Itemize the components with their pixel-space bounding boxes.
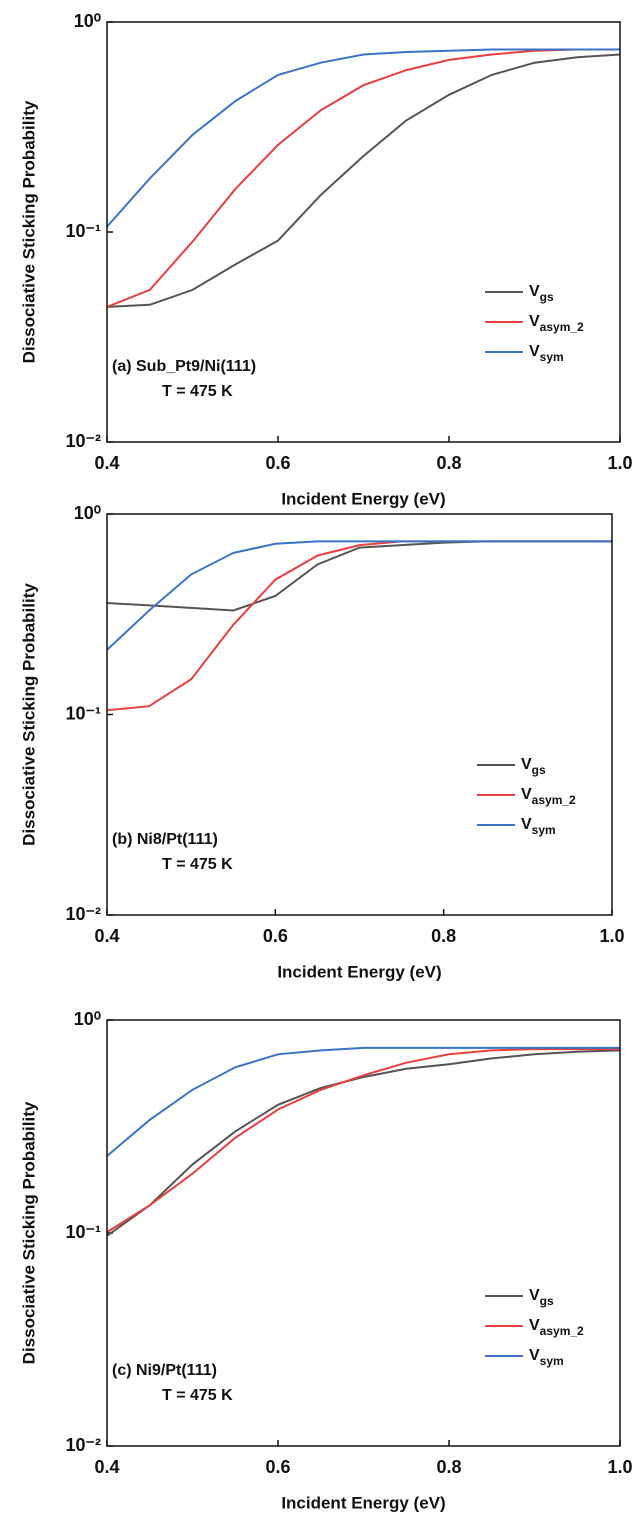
x-axis-title: Incident Energy (eV) [281, 1493, 445, 1512]
plot-frame [106, 21, 621, 443]
x-axis-title: Incident Energy (eV) [277, 962, 441, 981]
plot-frame [106, 513, 613, 916]
x-tick-label: 1.0 [607, 453, 632, 473]
series-line [107, 540, 612, 651]
series-line [107, 53, 620, 308]
series-line [107, 1048, 620, 1233]
legend-label: Vasym_2 [529, 313, 584, 334]
y-tick-label: 10⁻² [65, 431, 101, 451]
annotation: T = 475 K [162, 383, 233, 400]
series-line [107, 540, 612, 612]
x-tick-label: 1.0 [607, 1457, 632, 1477]
series-line [107, 540, 612, 712]
y-tick-label: 10⁰ [74, 11, 101, 31]
legend-label: Vgs [529, 1287, 554, 1308]
y-axis-title: Dissociative Sticking Probability [19, 1101, 38, 1364]
legend-label: Vasym_2 [529, 1317, 584, 1338]
series-line [107, 1046, 620, 1157]
x-tick-label: 0.6 [263, 926, 288, 946]
legend-label: Vsym [529, 1347, 564, 1368]
annotation: T = 475 K [162, 856, 233, 873]
y-axis-title: Dissociative Sticking Probability [19, 583, 38, 846]
series-line [107, 48, 620, 308]
annotation: (a) Sub_Pt9/Ni(111) [112, 358, 256, 375]
annotation: (c) Ni9/Pt(111) [112, 1362, 217, 1379]
x-tick-label: 0.6 [265, 1457, 290, 1477]
x-tick-label: 0.4 [94, 926, 119, 946]
x-tick-label: 0.4 [94, 1457, 119, 1477]
legend-label: Vsym [529, 343, 564, 364]
annotation: T = 475 K [162, 1387, 233, 1404]
x-tick-label: 0.8 [431, 926, 456, 946]
legend-label: Vasym_2 [521, 786, 576, 807]
x-tick-label: 0.8 [436, 453, 461, 473]
legend-label: Vgs [521, 756, 546, 777]
y-tick-label: 10⁻¹ [65, 703, 101, 723]
y-tick-label: 10⁻² [65, 1435, 101, 1455]
x-tick-label: 0.4 [94, 453, 119, 473]
x-tick-label: 0.6 [265, 453, 290, 473]
x-tick-label: 1.0 [599, 926, 624, 946]
plot-frame [106, 1019, 621, 1447]
x-tick-label: 0.8 [436, 1457, 461, 1477]
y-tick-label: 10⁻¹ [65, 221, 101, 241]
y-tick-label: 10⁰ [74, 1009, 101, 1029]
legend-label: Vsym [521, 816, 556, 837]
x-axis-title: Incident Energy (eV) [281, 489, 445, 508]
y-tick-label: 10⁻² [65, 904, 101, 924]
series-line [107, 1049, 620, 1237]
series-line [107, 48, 620, 228]
y-axis-title: Dissociative Sticking Probability [19, 100, 38, 363]
legend-label: Vgs [529, 283, 554, 304]
y-tick-label: 10⁰ [74, 503, 101, 523]
annotation: (b) Ni8/Pt(111) [112, 831, 218, 848]
y-tick-label: 10⁻¹ [65, 1222, 101, 1242]
